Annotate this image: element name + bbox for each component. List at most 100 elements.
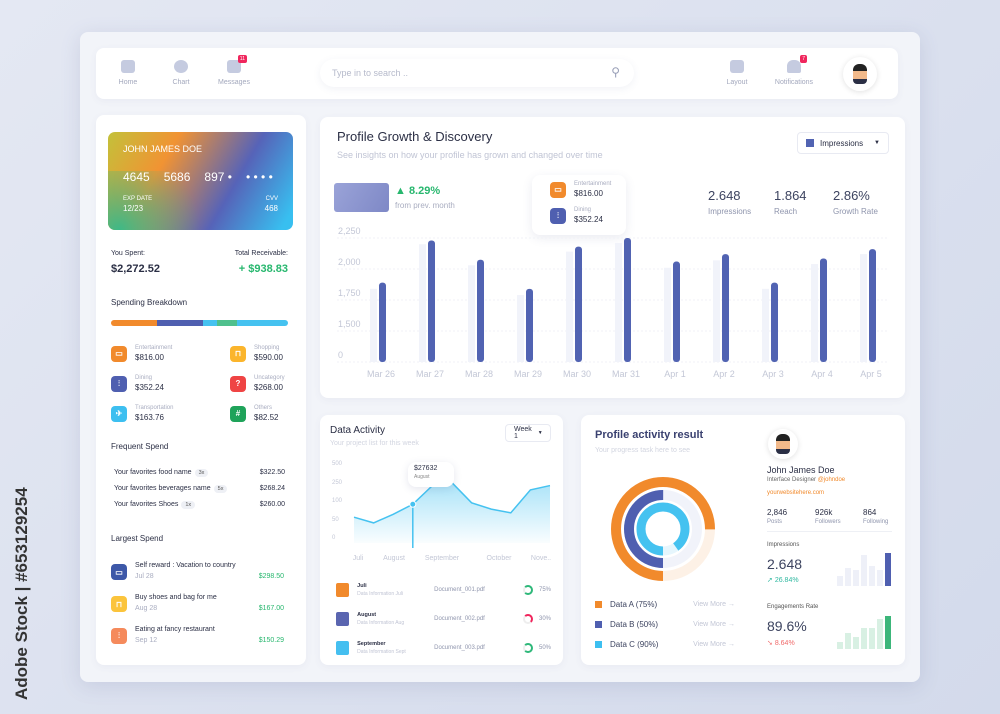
legend-label: Data B (50%) — [610, 620, 659, 629]
breakdown-item[interactable]: ⫶ Dining $352.24 — [111, 375, 164, 392]
focus-point[interactable] — [409, 500, 417, 508]
stat-value: 1.864 — [774, 188, 807, 203]
document-row[interactable]: September Data Information Sept Document_0… — [336, 641, 551, 655]
view-more-link[interactable]: View More → — [693, 641, 735, 648]
bar-impressions[interactable] — [820, 258, 827, 362]
document-row[interactable]: August Data Information Aug Document_002.p… — [336, 612, 551, 626]
y-tick-label: 250 — [332, 479, 343, 486]
bar-impressions[interactable] — [869, 249, 876, 362]
bar-segment — [217, 320, 237, 326]
nav-chart[interactable]: Chart — [156, 60, 206, 86]
legend-swatch — [595, 641, 602, 648]
tooltip-label: Entertainment — [574, 181, 612, 187]
bar-impressions[interactable] — [526, 288, 533, 362]
metric-dropdown[interactable]: Impressions ▼ — [797, 132, 889, 154]
bar-impressions[interactable] — [771, 282, 778, 362]
nav-notifications-label: Notifications — [774, 79, 814, 86]
frequent-count: 3x — [194, 469, 209, 477]
bar-impressions[interactable] — [624, 238, 631, 362]
mail-icon: 11 — [227, 55, 247, 73]
profile-website-link[interactable]: yourwebsitehere.com — [767, 490, 825, 496]
nav-home-label: Home — [118, 79, 138, 86]
engagement-label: Engagements Rate — [767, 604, 819, 610]
bar-impressions[interactable] — [673, 261, 680, 362]
doc-percent: 30% — [538, 616, 551, 622]
stat-label: Growth Rate — [833, 207, 878, 216]
profile-avatar[interactable] — [768, 429, 798, 459]
progress-ring-icon — [523, 643, 533, 653]
bar-impressions[interactable] — [575, 246, 582, 362]
frequent-item[interactable]: Your favorites Shoes 1x $260.00 — [114, 501, 285, 509]
engagement-change: 8.64% — [774, 640, 795, 647]
area-tooltip: $27632 August — [408, 462, 454, 487]
profile-activity-subtitle: Your progress task here to see — [595, 447, 691, 454]
count-value: 2,846 — [767, 508, 788, 517]
exp-label: EXP DATE — [123, 196, 153, 202]
breakdown-item[interactable]: ⊓ Shopping $590.00 — [230, 345, 283, 362]
mini-card-icon — [334, 183, 389, 212]
stat-value: 2.86% — [833, 188, 870, 203]
breakdown-item[interactable]: # Others $82.52 — [230, 405, 278, 422]
bar-impressions[interactable] — [379, 282, 386, 362]
trend-up-icon: ➚ — [767, 577, 773, 584]
largest-title: Buy shoes and bag for me — [135, 594, 217, 601]
mini-bar — [877, 569, 883, 586]
card-number-group: 5686 — [163, 170, 191, 184]
largest-title: Largest Spend — [111, 534, 164, 543]
tooltip-value: $816.00 — [574, 189, 603, 198]
data-activity-subtitle: Your project list for this week — [330, 440, 419, 447]
area-tooltip-label: August — [414, 474, 430, 480]
search-input[interactable]: Type in to search .. ⚲ — [320, 59, 634, 87]
growth-title: Profile Growth & Discovery — [337, 129, 493, 144]
week-dropdown-value: Week 1 — [514, 426, 532, 440]
growth-change-label: from prev. month — [395, 201, 455, 210]
bar-impressions[interactable] — [722, 254, 729, 362]
profile-count: 926k Followers — [815, 508, 841, 525]
frequent-item[interactable]: Your favorites beverages name 5x $268.24 — [114, 485, 285, 493]
breakdown-item[interactable]: ▭ Entertainment $816.00 — [111, 345, 172, 362]
breakdown-item[interactable]: ? Uncategory $268.00 — [230, 375, 285, 392]
view-more-link[interactable]: View More → — [693, 621, 735, 628]
bar-impressions[interactable] — [477, 259, 484, 362]
x-tick-label: September — [424, 555, 460, 562]
credit-card[interactable]: JOHN JAMES DOE 4645 5686 897 • • • • • EXP … — [108, 132, 293, 230]
doc-file[interactable]: Document_002.pdf — [434, 616, 485, 622]
largest-item[interactable]: ⊓ Buy shoes and bag for me Aug 28 $167.00 — [111, 594, 284, 614]
nav-home[interactable]: Home — [103, 60, 153, 86]
profile-handle[interactable]: @johndoe — [817, 477, 846, 483]
nav-notifications[interactable]: 7 Notifications — [768, 55, 820, 86]
frequent-item[interactable]: Your favorites food name 3x $322.50 — [114, 469, 285, 477]
breakdown-value: $816.00 — [135, 353, 164, 362]
doc-file[interactable]: Document_001.pdf — [434, 587, 485, 593]
profile-activity-title: Profile activity result — [595, 429, 704, 441]
breakdown-value: $82.52 — [254, 413, 279, 422]
frequent-count: 5x — [213, 485, 228, 493]
x-tick-label: Mar 29 — [513, 369, 543, 379]
user-avatar[interactable] — [843, 57, 877, 91]
nav-layout[interactable]: Layout — [712, 60, 762, 86]
week-dropdown[interactable]: Week 1 ▼ — [505, 424, 551, 442]
doc-file[interactable]: Document_003.pdf — [434, 645, 485, 651]
x-tick-label: October — [486, 555, 512, 562]
spent-label: You Spent: — [111, 250, 145, 257]
nav-messages[interactable]: 11 Messages — [209, 55, 259, 86]
largest-amount: $150.29 — [258, 637, 284, 644]
chart-tooltip: ▭ Entertainment $816.00 ⫶ Dining $352.24 — [532, 175, 626, 235]
search-icon[interactable]: ⚲ — [611, 65, 620, 79]
largest-item[interactable]: ▭ Self reward : Vacation to country Jul 28… — [111, 562, 284, 582]
bar-previous — [615, 242, 622, 362]
largest-title: Eating at fancy restaurant — [135, 626, 215, 633]
bar-impressions[interactable] — [428, 240, 435, 362]
largest-item[interactable]: ⫶ Eating at fancy restaurant Sep 12 $150.29 — [111, 626, 284, 646]
breakdown-item[interactable]: ✈ Transportation $163.76 — [111, 405, 173, 422]
ticket-icon: ▭ — [550, 181, 566, 198]
growth-subtitle: See insights on how your profile has gro… — [337, 150, 603, 160]
mini-bar — [869, 627, 875, 649]
document-row[interactable]: Juli Data Information Juli Document_001.pd… — [336, 583, 551, 597]
doc-info: Data Information Aug — [357, 620, 405, 626]
bag-icon: ⊓ — [111, 596, 127, 612]
divider — [767, 531, 892, 532]
view-more-link[interactable]: View More → — [693, 601, 735, 608]
nav-messages-label: Messages — [218, 79, 250, 86]
area-tooltip-value: $27632 — [414, 465, 438, 472]
